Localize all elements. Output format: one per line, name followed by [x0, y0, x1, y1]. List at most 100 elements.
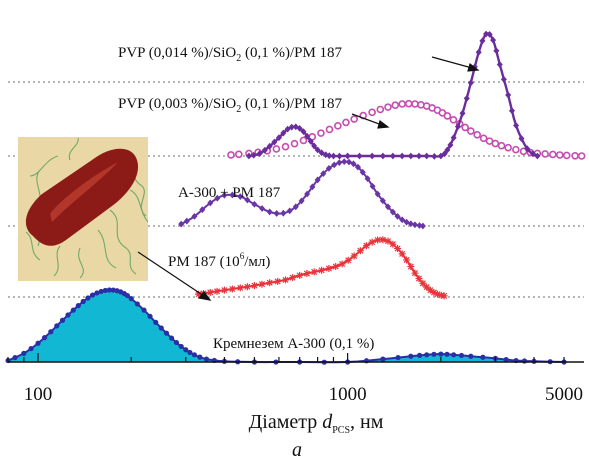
- data-point: [394, 245, 402, 253]
- data-point: [356, 247, 364, 255]
- data-point: [298, 197, 305, 205]
- data-point: [183, 217, 190, 225]
- data-point: [389, 240, 397, 248]
- data-point: [300, 128, 307, 135]
- data-point: [296, 271, 304, 279]
- data-point: [330, 152, 337, 160]
- data-point: [325, 265, 333, 272]
- data-point: [415, 275, 423, 283]
- data-point: [326, 152, 333, 160]
- data-point: [85, 295, 91, 301]
- data-point: [244, 196, 251, 204]
- data-point: [419, 279, 427, 287]
- data-point: [168, 335, 175, 341]
- data-point: [408, 353, 414, 359]
- data-point: [368, 108, 376, 117]
- data-point: [41, 335, 48, 341]
- data-point: [336, 152, 343, 160]
- data-point: [497, 141, 506, 150]
- data-point: [163, 330, 170, 336]
- data-point: [344, 256, 352, 264]
- data-point: [296, 124, 303, 132]
- data-point: [374, 236, 382, 244]
- data-point: [440, 292, 448, 300]
- x-tick-label: 100: [24, 384, 53, 405]
- data-point: [320, 170, 327, 178]
- data-point: [384, 237, 392, 245]
- data-point: [227, 151, 235, 159]
- data-point: [236, 284, 244, 292]
- data-point: [500, 75, 507, 83]
- data-point: [376, 105, 385, 114]
- data-point: [342, 118, 350, 127]
- data-point: [350, 252, 358, 260]
- data-point: [475, 48, 482, 56]
- data-point: [213, 287, 221, 295]
- data-point: [423, 152, 430, 160]
- data-point: [134, 301, 140, 307]
- data-point: [220, 286, 228, 294]
- data-point: [94, 290, 100, 296]
- data-point: [394, 213, 401, 220]
- data-point: [288, 123, 295, 131]
- data-point: [274, 277, 282, 285]
- data-point: [178, 220, 185, 228]
- series-label: А-300 + РМ 187: [178, 185, 281, 201]
- data-point: [511, 145, 520, 154]
- data-point: [314, 146, 321, 154]
- data-point: [447, 141, 454, 149]
- series-layer: [5, 30, 586, 365]
- data-point: [389, 208, 396, 216]
- data-point: [424, 352, 430, 358]
- data-point: [153, 319, 159, 325]
- data-point: [444, 146, 451, 154]
- data-point: [307, 137, 314, 145]
- data-point: [331, 161, 338, 169]
- data-point: [259, 205, 266, 212]
- data-point: [426, 286, 434, 294]
- data-point: [521, 358, 528, 364]
- data-point: [28, 345, 34, 352]
- data-point: [431, 152, 438, 160]
- data-point: [250, 151, 257, 159]
- data-point: [299, 136, 308, 145]
- data-point: [310, 268, 318, 276]
- data-point: [221, 191, 228, 199]
- arrow-pvp-0003: [351, 113, 383, 126]
- data-point: [325, 165, 332, 172]
- data-point: [458, 352, 465, 359]
- data-point: [243, 283, 251, 291]
- data-point: [364, 175, 371, 183]
- data-point: [318, 266, 326, 274]
- data-point: [334, 122, 342, 130]
- data-point: [359, 168, 366, 176]
- data-point: [256, 150, 263, 157]
- data-point: [354, 163, 361, 171]
- data-point: [80, 298, 86, 305]
- data-point: [304, 132, 311, 140]
- series-1: [195, 236, 448, 300]
- data-point: [284, 125, 291, 133]
- data-point: [441, 150, 448, 158]
- data-point: [266, 142, 273, 150]
- data-point: [391, 101, 400, 110]
- data-point: [459, 109, 466, 117]
- series-label: PVP (0,014 %)/SiO2 (0,1 %)/PM 187: [118, 45, 343, 64]
- data-point: [398, 250, 406, 258]
- data-point: [280, 209, 287, 217]
- series-0: [5, 287, 567, 365]
- data-point: [504, 143, 512, 152]
- data-point: [479, 37, 486, 45]
- data-point: [289, 274, 297, 282]
- data-point: [266, 279, 274, 287]
- arrow-head-micrograph: [197, 291, 212, 301]
- data-point: [450, 134, 457, 142]
- data-point: [332, 263, 340, 271]
- data-point: [411, 269, 419, 277]
- data-point: [89, 292, 96, 298]
- data-point: [443, 112, 452, 120]
- data-point: [513, 122, 520, 129]
- data-point: [21, 350, 27, 356]
- data-point: [214, 194, 221, 202]
